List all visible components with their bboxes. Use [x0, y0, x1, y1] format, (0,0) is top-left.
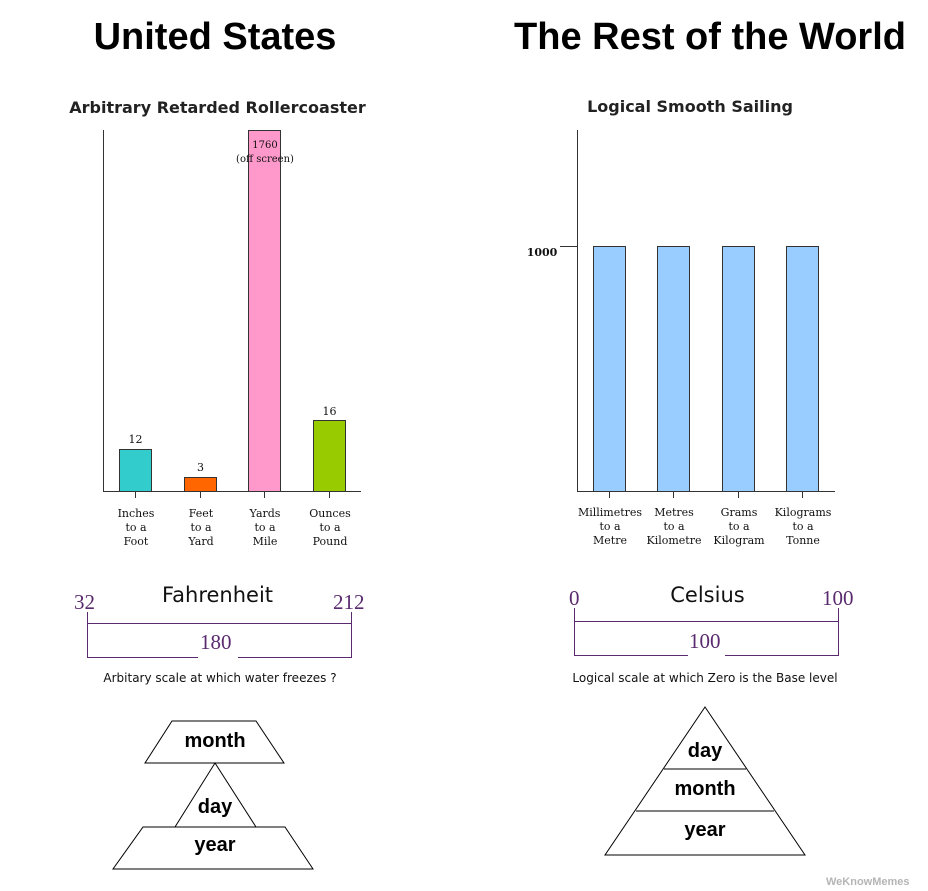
us-category-label: Ounces to a Pound	[309, 507, 351, 548]
scale-bracket	[838, 608, 839, 656]
x-tick	[200, 492, 201, 498]
celsius-caption: Logical scale at which Zero is the Base …	[572, 671, 838, 685]
celsius-label: Celsius	[670, 583, 745, 607]
world-category-label: Millimetres to a Metre	[577, 506, 643, 547]
fahrenheit-span: 180	[200, 630, 232, 654]
fahrenheit-label: Fahrenheit	[161, 583, 274, 607]
scale-arrow-right	[238, 657, 351, 658]
world-bar-grams-kg	[722, 246, 755, 492]
world-y-axis	[577, 130, 578, 492]
x-tick	[738, 492, 739, 498]
world-date-month: month	[674, 778, 736, 800]
scale-line	[87, 623, 352, 624]
celsius-low: 0	[569, 586, 580, 610]
us-date-year: year	[194, 834, 236, 856]
us-x-axis	[103, 491, 361, 492]
us-y-axis	[103, 130, 104, 492]
heading-united-states: United States	[93, 16, 337, 58]
world-category-label: Grams to a Kilogram	[713, 506, 765, 547]
watermark: WeKnowMemes	[826, 876, 910, 888]
celsius-span: 100	[689, 629, 721, 653]
world-category-label: Kilograms to a Tonne	[774, 506, 832, 547]
x-tick	[609, 492, 610, 498]
x-tick	[329, 492, 330, 498]
us-bar-value-offscreen: 1760 (off screen)	[236, 140, 294, 165]
us-bar-yards-mile	[248, 130, 281, 492]
celsius-high: 100	[822, 586, 854, 610]
us-category-label: Feet to a Yard	[188, 507, 214, 548]
scale-arrow-left	[574, 655, 688, 656]
us-date-day: day	[197, 796, 233, 818]
y-tick-label: 1000	[526, 246, 558, 259]
us-bar-value: 16	[322, 405, 337, 418]
world-date-year: year	[684, 819, 726, 841]
y-tick	[560, 246, 577, 247]
us-category-label: Inches to a Foot	[117, 507, 155, 548]
fahrenheit-low: 32	[74, 590, 95, 614]
scale-arrow-right	[725, 655, 838, 656]
x-tick	[135, 492, 136, 498]
scale-arrow-left	[87, 657, 198, 658]
world-category-label: Metres to a Kilometre	[646, 506, 702, 547]
scale-bracket	[351, 612, 352, 658]
fahrenheit-high: 212	[333, 590, 365, 614]
world-bar-metres-km	[657, 246, 690, 492]
us-date-month: month	[184, 730, 246, 752]
x-tick	[673, 492, 674, 498]
scale-line	[574, 621, 839, 622]
us-category-label: Yards to a Mile	[249, 507, 281, 548]
fahrenheit-caption: Arbitary scale at which water freezes ?	[103, 671, 337, 685]
world-bar-kg-tonne	[786, 246, 819, 492]
x-tick	[802, 492, 803, 498]
us-bar-inches-foot	[119, 449, 152, 492]
world-chart-title: Logical Smooth Sailing	[587, 97, 793, 116]
scale-bracket	[87, 612, 88, 658]
world-date-day: day	[687, 740, 723, 762]
us-bar-feet-yard	[184, 477, 217, 492]
us-chart-title: Arbitrary Retarded Rollercoaster	[69, 98, 366, 117]
heading-rest-of-world: The Rest of the World	[514, 16, 906, 58]
world-x-axis	[577, 491, 835, 492]
x-tick	[264, 492, 265, 498]
scale-bracket	[574, 608, 575, 656]
us-bar-ounces-pound	[313, 420, 346, 492]
us-bar-value: 3	[197, 461, 204, 474]
world-bar-mm-metre	[593, 246, 626, 492]
us-bar-value: 12	[128, 433, 143, 446]
